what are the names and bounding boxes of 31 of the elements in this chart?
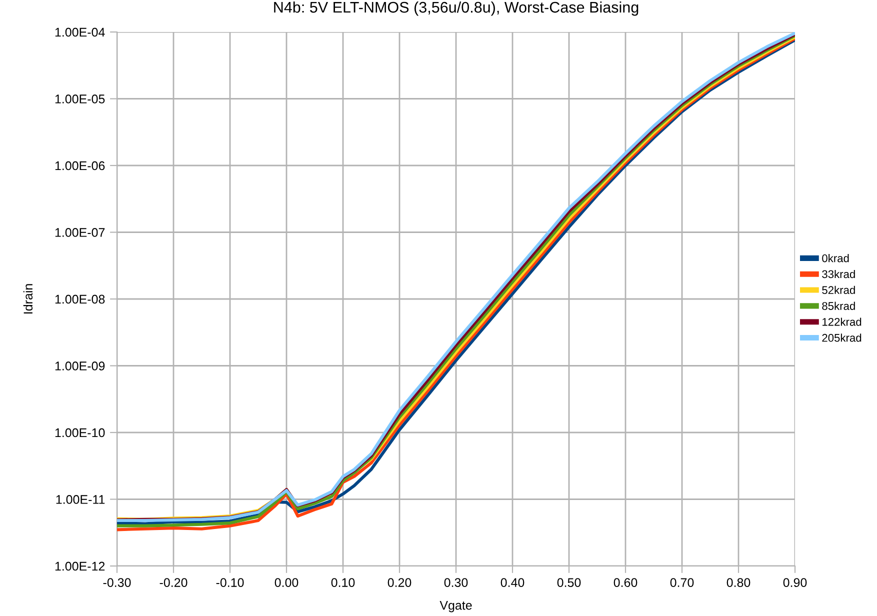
legend-label: 0krad [822, 254, 849, 262]
y-tick-label: 1.00E-08 [55, 294, 105, 304]
x-tick-label: 0.10 [331, 578, 355, 587]
y-tick-label: 1.00E-10 [55, 428, 105, 438]
y-tick-label: 1.00E-09 [55, 362, 105, 370]
x-tick-label: 0.70 [670, 578, 694, 587]
legend-label: 52krad [822, 286, 855, 294]
x-tick-label: 0.90 [783, 578, 807, 587]
x-axis-title: Vgate [440, 601, 472, 612]
x-tick-label: -0.10 [216, 578, 244, 587]
legend-label: 122krad [822, 318, 862, 326]
legend-label: 205krad [822, 334, 862, 342]
x-tick-label: 0.20 [388, 578, 412, 587]
y-tick-label: 1.00E-04 [55, 28, 105, 37]
y-tick-label: 1.00E-05 [55, 94, 105, 104]
x-tick-label: 0.30 [444, 578, 468, 587]
x-tick-label: -0.30 [103, 578, 131, 587]
x-tick-label: 0.00 [274, 578, 298, 587]
y-tick-label: 1.00E-11 [56, 495, 105, 504]
legend-label: 85krad [822, 302, 855, 310]
x-tick-label: 0.50 [557, 578, 581, 587]
y-tick-label: 1.00E-07 [55, 228, 105, 237]
x-tick-label: 0.80 [726, 578, 750, 587]
y-axis-title: Idrain [23, 284, 33, 314]
y-tick-label: 1.00E-06 [55, 161, 105, 170]
x-tick-label: 0.60 [614, 578, 638, 587]
chart-title: N4b: 5V ELT-NMOS (3,56u/0.8u), Worst-Case Biasing [274, 1, 638, 16]
legend-label: 33krad [822, 270, 855, 278]
x-tick-label: -0.20 [160, 578, 188, 587]
x-tick-label: 0.40 [500, 578, 524, 587]
y-tick-label: 1.00E-12 [55, 562, 105, 571]
